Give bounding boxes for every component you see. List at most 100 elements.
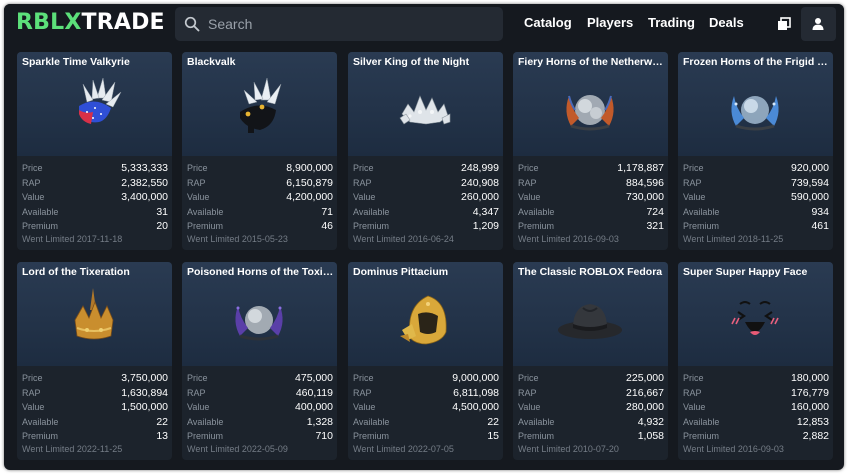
site-logo[interactable]: RBLXTRADE bbox=[16, 11, 165, 35]
item-available: 4,932 bbox=[637, 415, 664, 428]
item-price: 9,000,000 bbox=[452, 372, 499, 384]
item-name[interactable]: Dominus Pittacium bbox=[353, 266, 449, 278]
item-premium: 461 bbox=[811, 220, 829, 233]
went-limited-date: Went Limited 2022-05-09 bbox=[187, 444, 288, 454]
item-premium: 2,882 bbox=[802, 430, 829, 443]
stat-label-premium: Premium bbox=[353, 431, 390, 442]
app-window: RBLXTRADE Catalog Players Trading Deals bbox=[4, 4, 844, 470]
item-name[interactable]: Lord of the Tixeration bbox=[22, 266, 130, 278]
item-card[interactable]: Fiery Horns of the Netherworld Price 1,17… bbox=[513, 52, 668, 250]
item-name[interactable]: Poisoned Horns of the Toxic Wasteland bbox=[187, 266, 334, 278]
item-value: 3,400,000 bbox=[121, 191, 168, 204]
item-name[interactable]: The Classic ROBLOX Fedora bbox=[518, 266, 663, 278]
stat-label-value: Value bbox=[518, 192, 541, 203]
search-icon bbox=[184, 16, 200, 32]
item-card[interactable]: The Classic ROBLOX Fedora Price 225,000 R… bbox=[513, 262, 668, 460]
stat-label-rap: RAP bbox=[683, 387, 702, 398]
went-limited-date: Went Limited 2016-09-03 bbox=[518, 234, 619, 244]
stat-label-rap: RAP bbox=[518, 177, 537, 188]
item-card[interactable]: Super Super Happy Face Price 180,000 RAP 1… bbox=[678, 262, 833, 460]
item-value: 260,000 bbox=[461, 191, 499, 204]
user-account-button[interactable] bbox=[801, 7, 836, 41]
item-available: 934 bbox=[811, 205, 829, 218]
stat-label-rap: RAP bbox=[353, 387, 372, 398]
went-limited-date: Went Limited 2015-05-23 bbox=[187, 234, 288, 244]
item-rap: 176,779 bbox=[791, 386, 829, 399]
top-navbar: RBLXTRADE Catalog Players Trading Deals bbox=[4, 4, 844, 44]
stat-label-price: Price bbox=[353, 163, 374, 173]
went-limited-date: Went Limited 2017-11-18 bbox=[22, 234, 123, 244]
item-value: 1,500,000 bbox=[121, 401, 168, 414]
search-input[interactable] bbox=[208, 13, 493, 35]
item-rap: 1,630,894 bbox=[121, 386, 168, 399]
valkyrie-black-icon bbox=[240, 77, 282, 133]
item-image-area bbox=[678, 262, 833, 366]
item-name[interactable]: Frozen Horns of the Frigid Planes bbox=[683, 56, 830, 68]
stat-label-rap: RAP bbox=[187, 177, 206, 188]
stat-label-available: Available bbox=[22, 416, 59, 427]
stat-label-available: Available bbox=[187, 416, 224, 427]
stat-label-rap: RAP bbox=[22, 177, 41, 188]
item-premium: 1,058 bbox=[637, 430, 664, 443]
stat-label-value: Value bbox=[353, 192, 376, 203]
item-available: 22 bbox=[487, 415, 499, 428]
went-limited-date: Went Limited 2018-11-25 bbox=[683, 234, 784, 244]
stat-label-price: Price bbox=[353, 373, 374, 383]
stat-label-rap: RAP bbox=[187, 387, 206, 398]
stat-label-available: Available bbox=[518, 416, 555, 427]
item-price: 248,999 bbox=[461, 162, 499, 174]
stat-label-available: Available bbox=[187, 206, 224, 217]
search-bar[interactable] bbox=[175, 7, 503, 41]
windows-icon[interactable] bbox=[772, 12, 798, 38]
item-available: 4,347 bbox=[472, 205, 499, 218]
item-image-area bbox=[348, 52, 503, 156]
nav-catalog[interactable]: Catalog bbox=[524, 15, 572, 30]
stat-label-premium: Premium bbox=[187, 221, 224, 232]
item-card[interactable]: Lord of the Tixeration Price 3,750,000 RA… bbox=[17, 262, 172, 460]
nav-players[interactable]: Players bbox=[587, 15, 634, 30]
fedora-icon bbox=[558, 304, 622, 339]
stat-label-premium: Premium bbox=[683, 221, 720, 232]
stat-label-price: Price bbox=[187, 163, 208, 173]
item-value: 4,500,000 bbox=[452, 401, 499, 414]
item-name[interactable]: Blackvalk bbox=[187, 56, 236, 68]
item-price: 5,333,333 bbox=[121, 162, 168, 174]
item-rap: 6,811,098 bbox=[453, 386, 499, 399]
item-card[interactable]: Poisoned Horns of the Toxic Wasteland Pr… bbox=[182, 262, 337, 460]
item-card[interactable]: Blackvalk Price 8,900,000 RAP 6,150,879 Va… bbox=[182, 52, 337, 250]
item-stats: Price 3,750,000 RAP 1,630,894 Value 1,500,0… bbox=[22, 371, 168, 444]
happy-face-icon bbox=[731, 301, 779, 335]
item-premium: 321 bbox=[646, 220, 664, 233]
stat-label-rap: RAP bbox=[518, 387, 537, 398]
item-name[interactable]: Fiery Horns of the Netherworld bbox=[518, 56, 665, 68]
item-premium: 13 bbox=[156, 430, 168, 443]
stat-label-value: Value bbox=[22, 192, 45, 203]
item-stats: Price 248,999 RAP 240,908 Value 260,000 Ava… bbox=[353, 161, 499, 234]
item-name[interactable]: Sparkle Time Valkyrie bbox=[22, 56, 130, 68]
stat-label-premium: Premium bbox=[22, 221, 59, 232]
user-icon bbox=[812, 18, 824, 30]
item-card[interactable]: Dominus Pittacium Price 9,000,000 RAP 6,81… bbox=[348, 262, 503, 460]
item-card[interactable]: Frozen Horns of the Frigid Planes Price 9… bbox=[678, 52, 833, 250]
stat-label-available: Available bbox=[683, 416, 720, 427]
stat-label-price: Price bbox=[518, 373, 539, 383]
item-stats: Price 1,178,887 RAP 884,596 Value 730,000 A… bbox=[518, 161, 664, 234]
stat-label-price: Price bbox=[187, 373, 208, 383]
stat-label-rap: RAP bbox=[353, 177, 372, 188]
item-card[interactable]: Sparkle Time Valkyrie Price 5,333,333 RAP… bbox=[17, 52, 172, 250]
nav-trading[interactable]: Trading bbox=[648, 15, 695, 30]
item-price: 3,750,000 bbox=[121, 372, 168, 384]
stat-label-rap: RAP bbox=[683, 177, 702, 188]
item-name[interactable]: Silver King of the Night bbox=[353, 56, 470, 68]
went-limited-date: Went Limited 2022-07-05 bbox=[353, 444, 454, 454]
item-value: 730,000 bbox=[626, 191, 664, 204]
valkyrie-sparkle-icon bbox=[79, 77, 122, 124]
gold-crown-icon bbox=[74, 288, 114, 340]
item-rap: 884,596 bbox=[626, 176, 664, 189]
stat-label-premium: Premium bbox=[518, 221, 555, 232]
item-name[interactable]: Super Super Happy Face bbox=[683, 266, 808, 278]
nav-deals[interactable]: Deals bbox=[709, 15, 744, 30]
item-card[interactable]: Silver King of the Night Price 248,999 RA… bbox=[348, 52, 503, 250]
item-premium: 20 bbox=[156, 220, 168, 233]
stat-label-price: Price bbox=[683, 373, 704, 383]
